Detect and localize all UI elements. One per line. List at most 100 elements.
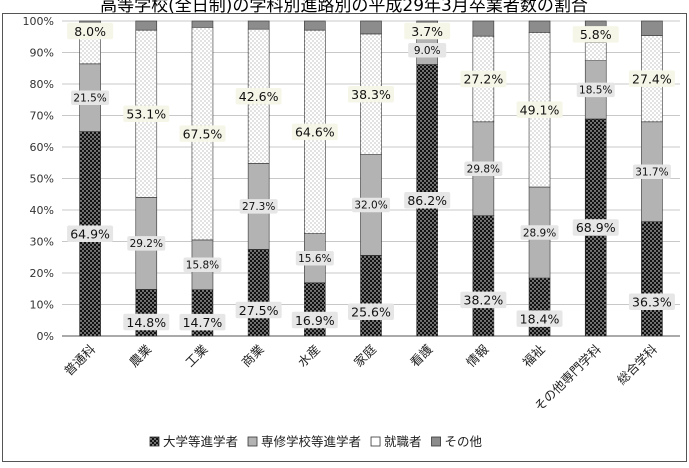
data-label-bg [352,197,390,213]
y-axis: 0% 10% 20% 30% 40% 50% 60% 70% 80% 90% 100% [23,15,680,343]
bar-segment-university [528,277,551,337]
data-label: 32.0% [354,200,387,212]
data-label: 67.5% [183,126,223,141]
y-tick-label: 100% [23,15,54,28]
data-label-bg [628,70,675,87]
y-tick-label: 50% [30,173,54,186]
data-label: 18.4% [520,311,560,326]
data-label: 49.1% [520,102,560,117]
legend-swatch [370,436,381,447]
data-label-bg [123,105,170,123]
data-label: 38.2% [464,293,504,308]
y-tick-label: 40% [30,204,54,217]
data-label: 16.9% [295,313,335,328]
data-label-bg [572,26,619,43]
x-tick-label: 家庭 [351,341,380,370]
y-tick-label: 70% [30,110,54,123]
bar-segment-other [472,20,495,37]
data-label: 8.0% [74,24,106,39]
y-tick-label: 10% [30,299,54,312]
y-tick-label: 0% [37,330,54,343]
data-label-bg [628,293,675,310]
x-tick-label: 総合学科 [614,341,660,387]
data-label-bg [348,303,394,321]
data-label: 15.8% [186,260,219,272]
legend-label: 就職者 [384,434,422,449]
data-label: 27.2% [464,72,504,87]
x-tick-label: 看護 [407,341,436,370]
bar-segment-university [247,249,270,337]
bar-segment-other [304,20,326,31]
x-tick-label: 農業 [126,341,155,370]
data-label: 21.5% [73,92,106,104]
data-label: 27.3% [242,201,275,213]
data-label-bg [179,125,226,142]
x-tick-label: 水産 [295,342,323,370]
bar-segment-other [641,20,663,36]
data-label: 38.3% [351,87,391,102]
data-label-bg [516,101,563,118]
data-label: 18.5% [579,85,612,97]
data-label-bg [291,311,338,329]
y-tick-label: 30% [30,236,54,249]
legend: 大学等進学者 専修学校等進学者 就職者 その他 [149,434,483,449]
y-tick-label: 60% [30,141,54,154]
data-label-bg [179,313,226,331]
data-label: 29.2% [130,238,163,250]
data-label-bg [235,301,282,319]
data-label-bg [460,291,507,309]
data-label: 29.8% [467,163,500,175]
page-header-text: 高等学校(全日制)の学科別進路別の平成29年3月卒業者数の割合 [100,0,588,16]
data-label: 15.6% [298,253,331,265]
data-label: 42.6% [239,89,279,104]
data-label-bg [67,225,114,243]
x-tick-label: 商業 [238,341,267,370]
bar-segment-employment [584,42,607,61]
legend-label: 専修学校等進学者 [261,434,361,449]
legend-swatch [431,436,441,447]
bar-segment-other [135,20,158,31]
x-tick-label: 普通科 [61,341,98,378]
y-tick-label: 90% [30,47,54,60]
data-label: 86.2% [407,193,447,208]
data-label-bg [460,70,507,88]
data-label-bg [404,22,451,40]
x-tick-label: 情報 [463,341,492,370]
data-label: 53.1% [126,107,166,122]
bar-segment-university [360,255,382,337]
bar-segment-other [247,20,270,30]
bars: 64.9% 21.5% 8.0% 14.8% 29.2% 53.1% 14.7% 15.8% 6… [67,20,675,337]
data-label-bg [520,225,559,240]
bar-segment-employment [79,38,101,65]
y-tick-label: 20% [30,267,54,280]
data-label: 9.0% [414,45,441,57]
data-label-bg [235,88,282,105]
data-label: 14.8% [126,315,166,330]
data-label-bg [67,22,114,40]
data-label-bg [183,257,222,273]
data-label-bg [239,199,278,214]
x-tick-label: 工業 [182,341,211,370]
bar-segment-other [191,20,214,28]
x-tick-label: 福祉 [519,341,548,370]
bar-segment-other [528,20,551,33]
data-label-bg [404,191,451,209]
data-label-bg [291,123,338,141]
data-label: 27.5% [239,303,279,318]
data-label-bg [123,313,170,331]
data-label: 3.7% [411,24,443,39]
data-label: 27.4% [632,71,672,86]
data-label-bg [572,219,619,236]
data-label: 25.6% [351,305,391,320]
legend-label: その他 [445,434,483,449]
data-label-bg [464,161,503,176]
data-label-bg [127,236,166,251]
legend-swatch [149,436,160,447]
data-label-bg [71,90,110,105]
data-label-bg [348,85,394,103]
chart-frame [2,13,687,462]
data-label: 28.9% [523,227,556,239]
bar-segment-university [641,221,663,337]
